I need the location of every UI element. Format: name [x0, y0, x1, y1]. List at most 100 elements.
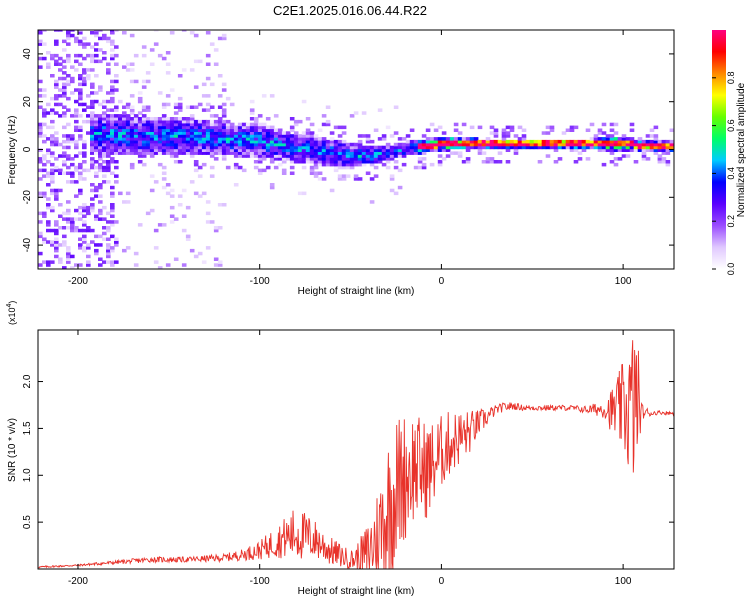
spectrogram-cell	[129, 139, 135, 144]
spectrogram-cell	[205, 31, 211, 35]
spectrogram-cell	[86, 211, 91, 216]
spectrogram-cell	[277, 128, 283, 132]
spectrogram-cell	[42, 237, 47, 241]
spectrogram-cell	[94, 128, 99, 132]
spectrogram-cell	[70, 266, 75, 269]
spectrogram-cell	[341, 142, 347, 147]
spectrogram-cell	[393, 142, 399, 147]
spectrogram-cell	[493, 134, 499, 138]
spectrogram-cell	[325, 145, 331, 150]
spectrogram-cell	[70, 139, 75, 144]
spectrogram-cell	[106, 36, 111, 41]
spectrogram-cell	[205, 145, 211, 150]
spectrogram-cell	[90, 117, 95, 121]
spectrogram-cell	[165, 191, 171, 196]
spectrogram-cell	[389, 157, 395, 161]
spectrogram-cell	[221, 142, 227, 147]
spectrogram-cell	[485, 160, 491, 164]
spectrogram-cell	[653, 142, 659, 147]
spectrogram-cell	[165, 145, 171, 150]
spectrogram-cell	[78, 151, 83, 155]
spectrogram-cell	[213, 122, 219, 127]
spectrogram-cell	[341, 154, 347, 158]
spectrogram-cell	[94, 145, 99, 150]
spectrogram-cell	[273, 131, 279, 135]
spectrogram-cell	[217, 74, 223, 78]
spectrogram-cell	[106, 117, 111, 121]
spectrogram-cell	[193, 148, 199, 152]
spectrogram-cell	[357, 177, 363, 181]
spectrogram-cell	[417, 160, 423, 164]
spectrogram-cell	[209, 148, 215, 152]
spectrogram-cell	[38, 31, 43, 35]
spectrogram-cell	[165, 71, 171, 75]
y-tick-label: 1.0	[22, 468, 33, 482]
spectrogram-cell	[213, 128, 219, 132]
spectrogram-cell	[601, 148, 607, 152]
spectrogram-cell	[349, 157, 355, 161]
spectrogram-cell	[54, 191, 59, 196]
spectrogram-cell	[609, 139, 615, 144]
spectrogram-cell	[78, 62, 83, 66]
spectrogram-cell	[66, 137, 71, 141]
spectrogram-cell	[325, 151, 331, 155]
spectrogram-cell	[545, 131, 551, 135]
spectrogram-cell	[309, 145, 315, 150]
spectrogram-cell	[233, 151, 239, 155]
spectrogram-cell	[249, 131, 255, 135]
spectrogram-cell	[74, 36, 79, 41]
spectrogram-cell	[110, 142, 115, 147]
spectrogram-cell	[333, 139, 339, 144]
spectrogram-cell	[477, 151, 483, 155]
spectrogram-cell	[225, 142, 231, 147]
spectrogram-cell	[74, 99, 79, 104]
spectrogram-cell	[98, 122, 103, 127]
spectrogram-cell	[62, 125, 67, 130]
spectrogram-cell	[249, 117, 255, 121]
spectrogram-cell	[185, 119, 191, 124]
spectrogram-cell	[669, 142, 674, 147]
spectrogram-cell	[110, 234, 115, 239]
spectrogram-cell	[469, 139, 475, 144]
spectrogram-cell	[102, 137, 107, 141]
spectrogram-cell	[98, 151, 103, 155]
spectrogram-cell	[82, 214, 87, 218]
spectrogram-cell	[261, 151, 267, 155]
spectrogram-cell	[613, 157, 619, 161]
spectrogram-cell	[641, 145, 647, 150]
spectrogram-cell	[361, 145, 367, 150]
spectrogram-cell	[289, 137, 295, 141]
spectrogram-cell	[90, 119, 95, 124]
spectrogram-cell	[145, 151, 151, 155]
spectrogram-cell	[54, 254, 59, 259]
spectrogram-cell	[205, 137, 211, 141]
spectrogram-cell	[353, 160, 359, 164]
spectrogram-cell	[477, 145, 483, 150]
spectrogram-cell	[153, 180, 159, 184]
spectrogram-cell	[369, 160, 375, 164]
spectrogram-cell	[62, 48, 67, 52]
spectrogram-cell	[169, 88, 175, 92]
spectrogram-cell	[653, 139, 659, 144]
spectrogram-cell	[209, 128, 215, 132]
spectrogram-cell	[453, 151, 459, 155]
spectrogram-cell	[549, 125, 555, 130]
spectrogram-cell	[269, 160, 275, 164]
spectrogram-cell	[70, 228, 75, 233]
spectrogram-cell	[337, 162, 343, 167]
spectrogram-cell	[129, 145, 135, 150]
spectrogram-cell	[625, 139, 631, 144]
spectrogram-cell	[569, 125, 575, 130]
spectrogram-cell	[173, 122, 179, 127]
spectrogram-cell	[369, 157, 375, 161]
spectrogram-cell	[54, 231, 59, 236]
spectrogram-cell	[189, 122, 195, 127]
spectrogram-cell	[369, 148, 375, 152]
spectrogram-cell	[249, 142, 255, 147]
spectrogram-cell	[133, 122, 139, 127]
spectrogram-cell	[497, 139, 503, 144]
spectrogram-cell	[397, 168, 403, 173]
spectrogram-cell	[253, 125, 259, 130]
spectrogram-cell	[98, 162, 103, 167]
spectrogram-cell	[513, 139, 519, 144]
